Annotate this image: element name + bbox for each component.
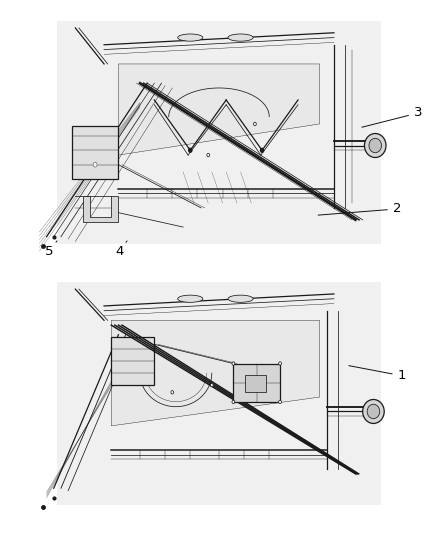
Circle shape — [279, 400, 282, 403]
Circle shape — [207, 154, 210, 157]
Polygon shape — [111, 320, 320, 426]
Ellipse shape — [228, 34, 253, 41]
Circle shape — [171, 391, 174, 394]
Text: 4: 4 — [115, 241, 127, 258]
Circle shape — [232, 400, 235, 403]
Polygon shape — [57, 21, 381, 244]
Polygon shape — [118, 64, 320, 155]
Circle shape — [261, 148, 264, 152]
Ellipse shape — [178, 34, 203, 41]
FancyBboxPatch shape — [245, 375, 266, 392]
Ellipse shape — [367, 405, 380, 419]
Polygon shape — [82, 196, 118, 222]
Ellipse shape — [364, 134, 386, 158]
Circle shape — [210, 383, 213, 387]
FancyBboxPatch shape — [72, 126, 118, 179]
Circle shape — [279, 362, 282, 365]
FancyBboxPatch shape — [111, 337, 154, 385]
Circle shape — [93, 162, 97, 167]
Ellipse shape — [228, 295, 253, 302]
Circle shape — [189, 148, 192, 152]
Ellipse shape — [369, 139, 381, 153]
Text: 1: 1 — [349, 366, 406, 382]
Polygon shape — [57, 282, 381, 505]
Circle shape — [232, 362, 235, 365]
Text: 2: 2 — [318, 203, 401, 215]
Text: 3: 3 — [362, 107, 422, 127]
FancyBboxPatch shape — [233, 364, 280, 402]
Circle shape — [254, 122, 256, 126]
Ellipse shape — [363, 400, 384, 423]
Text: 5: 5 — [45, 241, 57, 258]
Ellipse shape — [178, 295, 203, 302]
